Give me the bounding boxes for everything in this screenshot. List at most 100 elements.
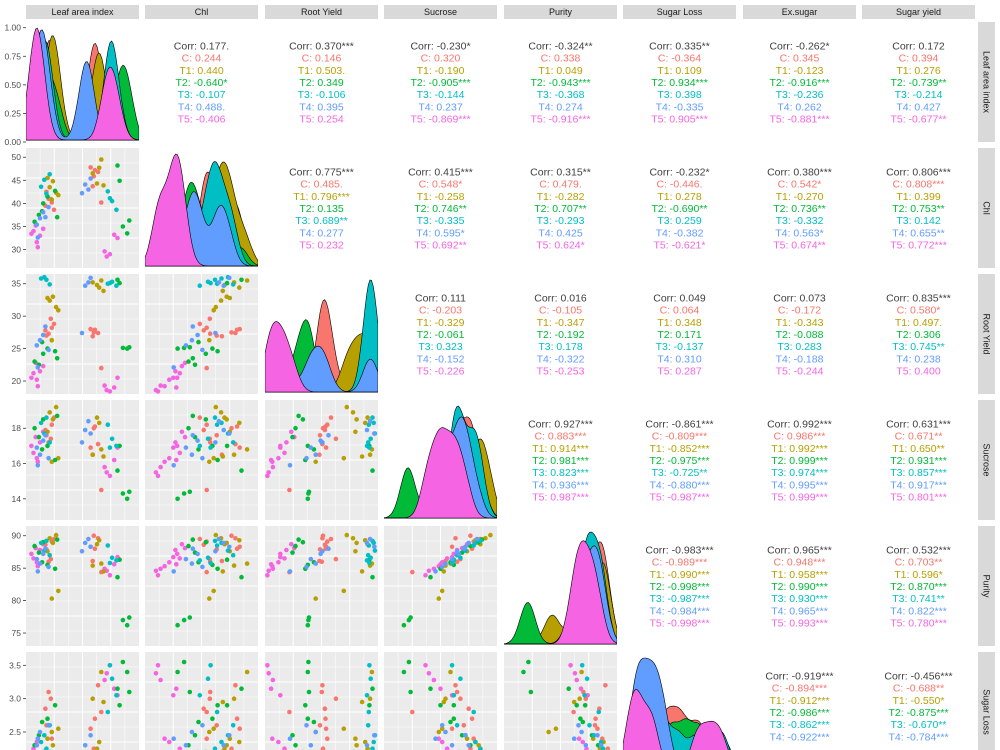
corr-label-sugar-loss-root-yield-t3: T3: -0.137 <box>656 341 704 353</box>
scatter-point-c <box>95 330 101 336</box>
scatter-point-t4 <box>189 561 195 566</box>
corr-label-root-yield-leaf-area-index-t1: T1: 0.503. <box>298 65 345 77</box>
scatter-point-t1 <box>96 538 102 543</box>
scatter-point-t2 <box>215 703 220 708</box>
corr-label-ex-sugar-purity-t5: T5: 0.993*** <box>771 618 828 630</box>
scatter-point-t4 <box>35 463 41 468</box>
scatter-point-t2 <box>39 719 45 725</box>
corr-label-sucrose-root-yield-t3: T3: 0.323 <box>418 341 463 353</box>
scatter-point-t2 <box>224 443 230 449</box>
scatter-point-t5 <box>265 573 270 578</box>
scatter-point-t3 <box>473 739 478 745</box>
scatter-point-t4 <box>364 540 370 546</box>
scatter-point-t1 <box>99 157 104 162</box>
scatter-point-t5 <box>444 746 450 750</box>
corr-label-purity-chl-t3: T3: -0.293 <box>537 215 585 227</box>
scatter-point-t4 <box>326 433 331 438</box>
scatter-point-c <box>99 200 104 205</box>
scatter-point-t2 <box>45 443 50 449</box>
scatter-point-t3 <box>370 746 375 750</box>
scatter-point-c <box>333 696 339 701</box>
scatter-point-t2 <box>203 417 209 422</box>
corr-label-root-yield-leaf-area-index-t2: T2: 0.349 <box>299 77 344 89</box>
scatter-point-t5 <box>171 375 176 381</box>
scatter-point-t4 <box>86 187 91 192</box>
scatter-point-t1 <box>49 197 55 202</box>
column-strip-sugar-yield <box>862 5 975 19</box>
scatter-point-t1 <box>448 669 453 675</box>
scatter-point-t2 <box>290 550 295 555</box>
scatter-point-t1 <box>207 596 212 601</box>
scatter-point-t4 <box>227 275 232 281</box>
scatter-point-t5 <box>580 739 586 745</box>
scatter-point-t4 <box>79 190 85 196</box>
scatter-point-t4 <box>37 215 43 221</box>
scatter-point-c <box>234 546 240 551</box>
y-tick-label-root-yield: 35 <box>12 279 22 289</box>
scatter-point-t1 <box>50 743 56 748</box>
column-strip-label-sugar-loss: Sugar Loss <box>657 7 703 17</box>
scatter-point-t5 <box>179 429 185 435</box>
scatter-point-c <box>204 365 209 371</box>
corr-label-ex-sugar-purity-t1: T1: 0.958*** <box>771 569 828 581</box>
scatter-point-t3 <box>47 552 52 558</box>
scatter-point-t4 <box>34 556 40 562</box>
scatter-point-t1 <box>96 420 102 426</box>
scatter-point-t1 <box>220 569 226 574</box>
scatter-point-t3 <box>105 543 111 548</box>
scatter-point-t2 <box>528 689 534 695</box>
scatter-point-c <box>207 331 213 337</box>
scatter-point-c <box>323 445 329 450</box>
scatter-point-c <box>287 709 292 715</box>
scatter-point-t3 <box>114 207 119 213</box>
corr-label-sugar-yield-root-yield-t1: T1: 0.497. <box>895 317 942 329</box>
corr-label-root-yield-chl-t4: T4: 0.277 <box>299 227 344 239</box>
scatter-point-t1 <box>579 669 584 675</box>
scatter-point-t2 <box>196 339 201 345</box>
scatter-point-t3 <box>114 443 119 449</box>
scatter-point-t2 <box>175 622 180 628</box>
scatter-point-t5 <box>278 693 283 698</box>
corr-label-sucrose-root-yield-corr: Corr: 0.111 <box>415 292 466 304</box>
scatter-point-t2 <box>574 703 579 708</box>
scatter-point-t5 <box>167 739 172 745</box>
scatter-point-t4 <box>86 280 91 285</box>
corr-label-ex-sugar-chl-corr: Corr: 0.380*** <box>767 166 832 178</box>
corr-label-purity-sucrose-t2: T2: 0.981*** <box>532 455 589 467</box>
scatter-point-t3 <box>205 436 211 442</box>
y-tick-label-purity: 85 <box>12 563 22 573</box>
scatter-point-t2 <box>181 659 187 665</box>
scatter-point-c <box>453 683 458 688</box>
scatter-point-t3 <box>38 420 44 426</box>
corr-label-sucrose-leaf-area-index-t4: T4: 0.237 <box>418 101 463 113</box>
corr-label-purity-root-yield-corr: Corr: 0.016 <box>534 292 587 304</box>
scatter-point-t4 <box>82 427 88 433</box>
scatter-point-t2 <box>115 277 120 283</box>
scatter-point-c <box>229 746 234 750</box>
scatter-point-c <box>92 167 98 173</box>
scatter-point-t4 <box>213 440 218 445</box>
column-strip-chl <box>145 5 258 19</box>
scatter-point-t3 <box>212 277 218 283</box>
scatter-point-c <box>99 709 104 715</box>
corr-label-chl-leaf-area-index-t5: T5: -0.406 <box>178 114 226 126</box>
corr-label-ex-sugar-purity-t2: T2: 0.990*** <box>771 581 828 593</box>
scatter-point-t3 <box>47 282 52 287</box>
corr-label-purity-leaf-area-index-t5: T5: -0.916*** <box>530 114 590 126</box>
scatter-point-t2 <box>127 218 132 223</box>
scatter-point-t4 <box>227 431 232 436</box>
corr-label-sugar-yield-root-yield-t4: T4: 0.238 <box>896 353 941 365</box>
scatter-point-t1 <box>101 183 106 188</box>
scatter-point-t3 <box>42 733 47 738</box>
corr-label-chl-leaf-area-index-t1: T1: 0.440 <box>179 65 224 77</box>
scatter-point-t4 <box>463 544 468 550</box>
scatter-point-t4 <box>367 418 373 424</box>
scatter-point-t1 <box>47 536 52 541</box>
scatter-point-t2 <box>521 669 526 675</box>
scatter-point-t2 <box>215 457 220 463</box>
scatter-point-t2 <box>45 716 50 721</box>
scatter-point-t2 <box>117 443 122 449</box>
scatter-point-t2 <box>127 489 132 495</box>
scatter-point-t4 <box>579 729 584 735</box>
scatter-point-t1 <box>90 280 95 285</box>
